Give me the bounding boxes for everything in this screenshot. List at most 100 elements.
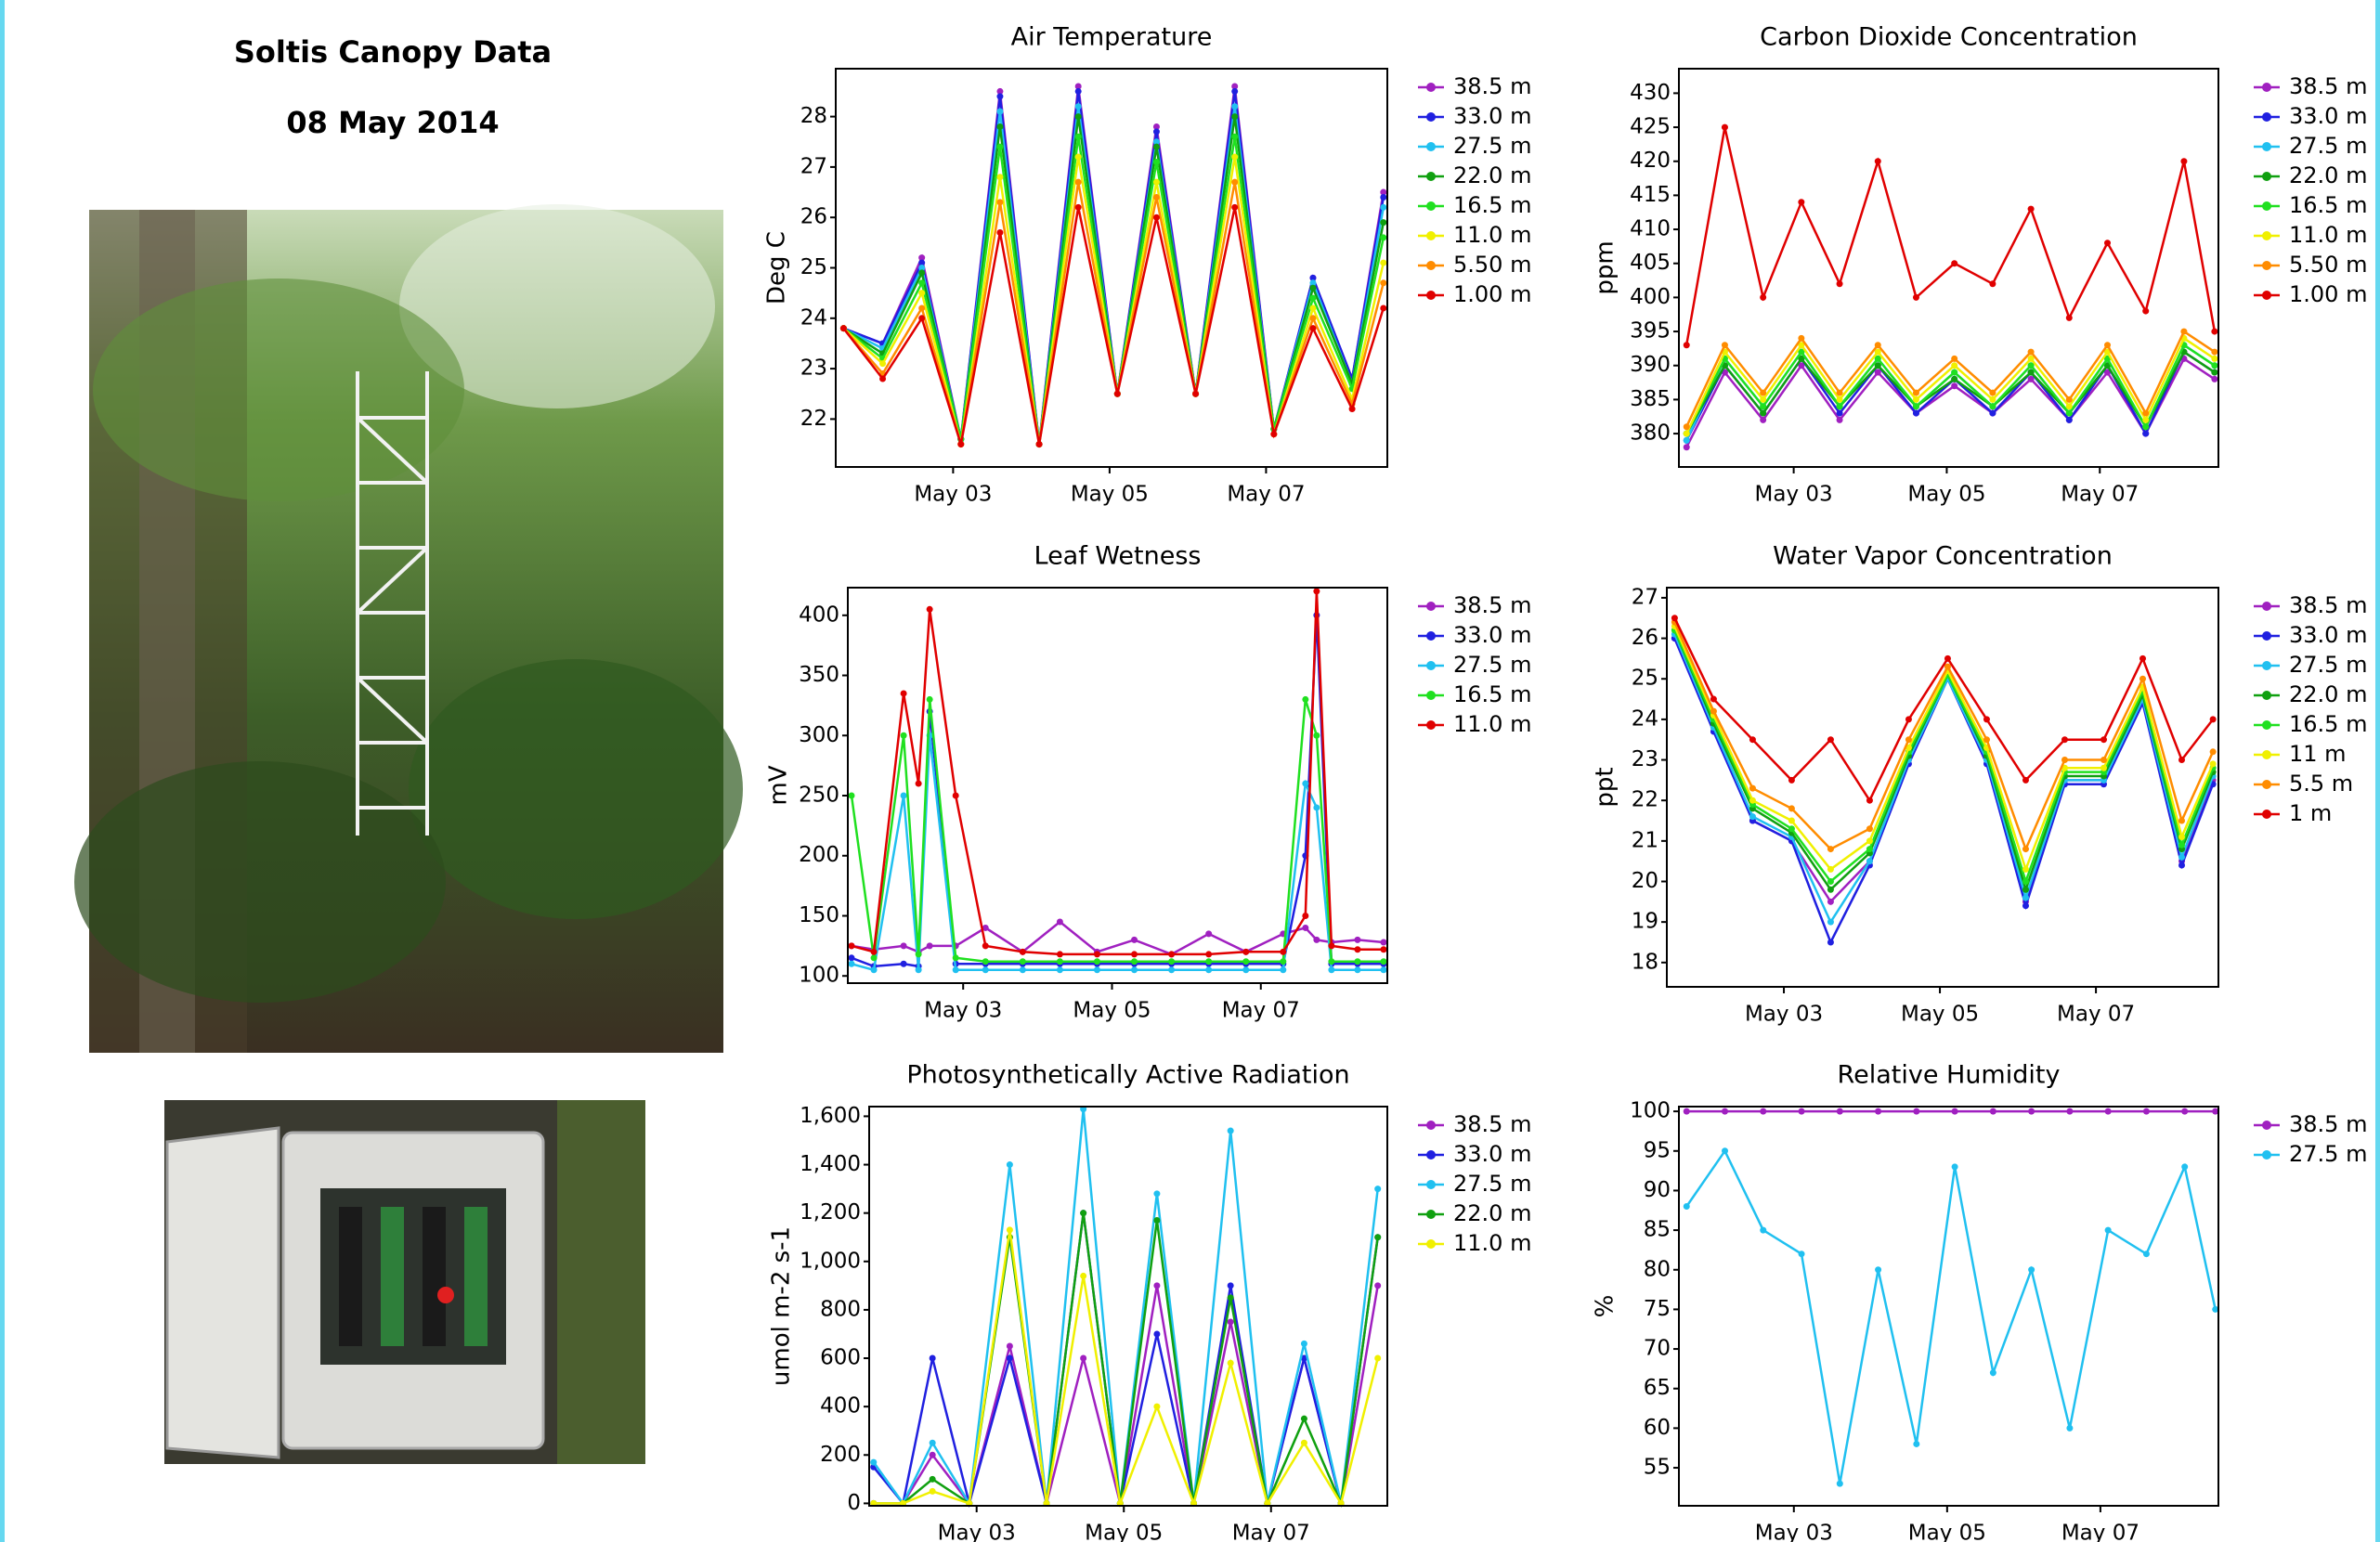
point (996, 123, 1003, 130)
point (1313, 804, 1320, 810)
point (1020, 966, 1026, 973)
legend-marker (1426, 1180, 1436, 1189)
point (1020, 958, 1026, 965)
point (849, 793, 855, 799)
series-line (843, 117, 1383, 445)
legend-marker (2262, 261, 2271, 270)
series-line (852, 699, 1384, 961)
x-tick-label: May 03 (1755, 1522, 1833, 1542)
y-tick-label: 800 (820, 1297, 861, 1321)
point (879, 375, 886, 382)
x-tick-label: May 07 (1222, 999, 1300, 1023)
point (1913, 1441, 1919, 1447)
point (1354, 958, 1360, 965)
point (1302, 913, 1308, 919)
series-line (852, 735, 1384, 970)
point (1080, 1273, 1086, 1279)
series-line (852, 591, 1384, 954)
y-tick-label: 23 (1632, 747, 1658, 771)
point (1313, 937, 1320, 943)
y-tick-label: 90 (1644, 1178, 1671, 1202)
x-tick-label: May 03 (924, 999, 1002, 1023)
point (870, 1459, 877, 1466)
point (1722, 1147, 1728, 1154)
point (1153, 159, 1160, 165)
point (2105, 1108, 2112, 1115)
point (1875, 158, 1881, 164)
y-axis-label: ppt (1592, 767, 1619, 807)
legend-label: 11.0 m (1453, 711, 1531, 737)
point (1057, 958, 1063, 965)
y-tick-label: 420 (1630, 149, 1671, 173)
y-tick-label: 26 (1632, 626, 1658, 650)
point (2022, 887, 2029, 893)
legend-marker (1426, 172, 1436, 181)
point (1684, 1203, 1690, 1210)
y-tick-label: 430 (1630, 81, 1671, 105)
point (1153, 1217, 1160, 1224)
y-tick-label: 70 (1644, 1337, 1671, 1361)
point (1913, 1108, 1919, 1115)
point (1192, 391, 1199, 397)
point (1788, 825, 1795, 832)
point (1374, 1282, 1381, 1289)
point (930, 1440, 936, 1446)
point (953, 966, 959, 973)
point (1153, 128, 1160, 135)
point (1827, 887, 1834, 893)
point (1280, 958, 1286, 965)
y-tick-label: 415 (1630, 183, 1671, 207)
legend-label: 11.0 m (1453, 222, 1531, 248)
point (1075, 88, 1082, 95)
point (1913, 410, 1919, 417)
point (1380, 219, 1386, 226)
chart-title: Relative Humidity (1838, 1061, 2061, 1090)
point (1799, 1250, 1805, 1257)
point (1837, 1108, 1843, 1115)
point (1827, 899, 1834, 905)
legend-marker (1426, 201, 1436, 211)
point (1827, 846, 1834, 852)
chart-title: Air Temperature (1011, 23, 1213, 52)
dashboard: Soltis Canopy Data 08 May 2014 Air Tempe… (0, 0, 2380, 1542)
y-tick-label: 24 (800, 305, 827, 330)
point (2139, 676, 2146, 682)
legend-label: 27.5 m (2289, 652, 2367, 678)
y-tick-label: 400 (799, 603, 839, 627)
legend-marker (2262, 112, 2271, 122)
point (927, 942, 933, 949)
point (1080, 1355, 1086, 1362)
point (2180, 158, 2187, 164)
point (2022, 902, 2029, 909)
legend-marker (1426, 83, 1436, 92)
legend-label: 1.00 m (2289, 281, 2367, 307)
point (1242, 949, 1249, 955)
legend-marker (2262, 720, 2271, 730)
point (2028, 206, 2035, 213)
point (1094, 951, 1100, 957)
point (2142, 431, 2149, 437)
legend-marker (1426, 661, 1436, 670)
legend-marker (2262, 231, 2271, 240)
point (2143, 1250, 2150, 1257)
series-line (1674, 630, 2213, 882)
point (1827, 736, 1834, 743)
point (957, 441, 964, 447)
point (1722, 124, 1728, 131)
y-tick-label: 1,400 (800, 1152, 861, 1176)
point (2066, 1425, 2073, 1432)
point (1131, 966, 1138, 973)
point (1944, 664, 1951, 670)
point (930, 1355, 936, 1362)
point (2100, 736, 2107, 743)
point (2178, 862, 2185, 869)
point (1827, 919, 1834, 926)
point (930, 1476, 936, 1483)
point (1827, 866, 1834, 873)
point (1075, 179, 1082, 186)
point (1671, 615, 1678, 621)
legend-label: 16.5 m (1453, 192, 1531, 218)
point (1094, 966, 1100, 973)
point (1114, 391, 1121, 397)
point (2066, 315, 2073, 321)
